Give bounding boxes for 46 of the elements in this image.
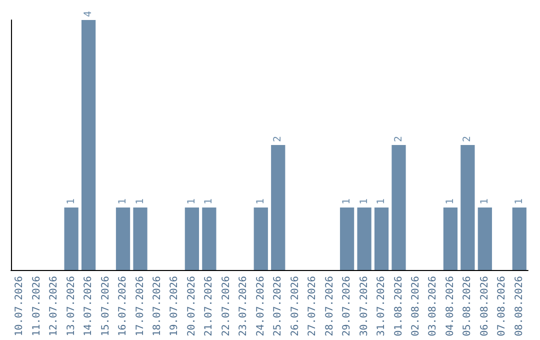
x-tick-label: 24.07.2026	[255, 276, 266, 336]
data-label: 4	[83, 10, 94, 17]
x-tick-label: 19.07.2026	[169, 276, 180, 336]
x-tick-label: 06.08.2026	[479, 276, 490, 336]
x-tick-label: 05.08.2026	[462, 276, 474, 336]
x-tick-label: 15.07.2026	[100, 276, 112, 336]
x-tick-label: 02.08.2026	[410, 276, 422, 336]
x-tick-label: 31.07.2026	[376, 276, 388, 336]
data-label: 1	[479, 198, 490, 204]
x-tick-label: 26.07.2026	[290, 276, 301, 336]
data-label: 2	[462, 136, 474, 142]
x-tick-label: 12.07.2026	[48, 276, 60, 336]
x-tick-label: 25.07.2026	[272, 276, 284, 336]
x-tick-label: 18.07.2026	[152, 276, 163, 336]
data-label: 1	[255, 198, 266, 204]
x-tick-label: 17.07.2026	[134, 276, 146, 336]
x-tick-label: 07.08.2026	[496, 276, 508, 336]
x-tick-label: 14.07.2026	[83, 276, 94, 336]
data-label: 1	[514, 198, 525, 204]
data-label: 2	[272, 136, 284, 142]
x-tick-label: 10.07.2026	[14, 276, 26, 336]
x-tick-label: 28.07.2026	[324, 276, 336, 336]
x-tick-label: 20.07.2026	[186, 276, 198, 336]
data-label: 1	[134, 198, 146, 204]
x-tick-label: 01.08.2026	[393, 276, 404, 336]
x-tick-label: 22.07.2026	[220, 276, 232, 336]
data-label: 1	[376, 198, 388, 204]
data-label: 1	[66, 198, 77, 204]
data-label: 1	[186, 198, 198, 204]
x-tick-label: 11.07.2026	[31, 276, 42, 336]
x-tick-label: 04.08.2026	[444, 276, 456, 336]
x-tick-label: 27.07.2026	[307, 276, 318, 336]
data-label: 1	[118, 198, 129, 204]
data-label: 1	[358, 198, 370, 204]
x-tick-label: 16.07.2026	[118, 276, 129, 336]
x-tick-label: 03.08.2026	[428, 276, 439, 336]
data-label: 2	[393, 136, 404, 142]
data-label: 1	[204, 198, 215, 204]
x-tick-label: 30.07.2026	[358, 276, 370, 336]
x-tick-label: 23.07.2026	[238, 276, 250, 336]
x-tick-label: 29.07.2026	[342, 276, 353, 336]
x-tick-label: 21.07.2026	[204, 276, 215, 336]
x-tick-label: 08.08.2026	[514, 276, 525, 336]
data-label: 1	[342, 198, 353, 204]
data-label: 1	[444, 198, 456, 204]
x-tick-label: 13.07.2026	[66, 276, 77, 336]
